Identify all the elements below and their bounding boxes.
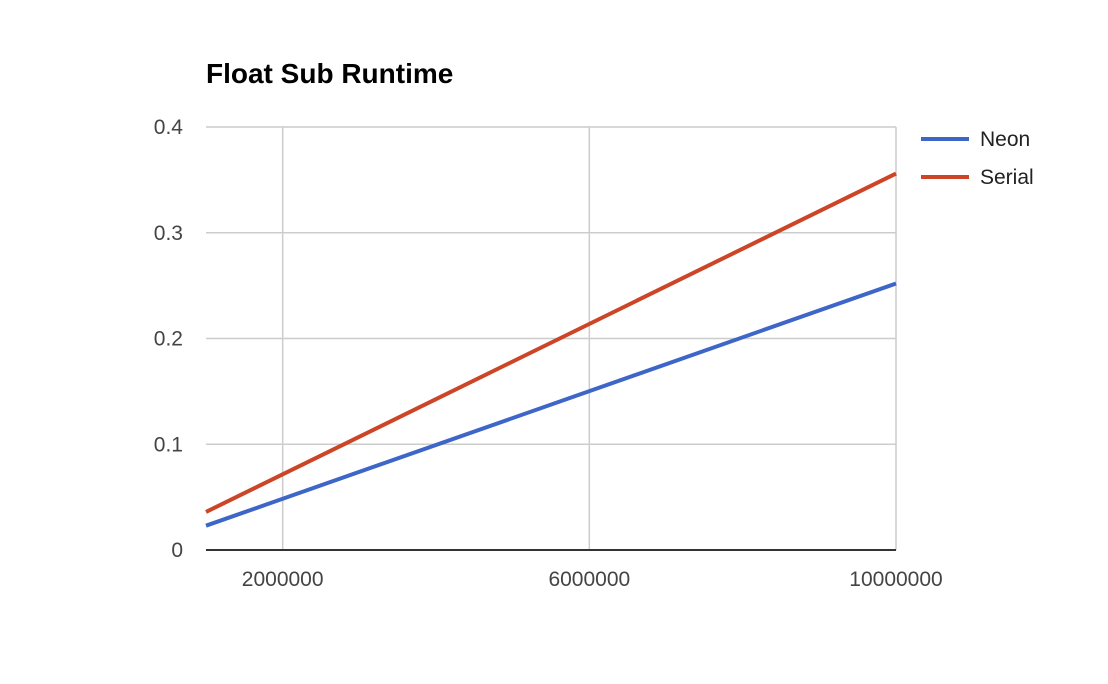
y-tick-label: 0.1 <box>154 433 183 456</box>
x-tick-label: 6000000 <box>548 568 630 591</box>
legend-label-serial: Serial <box>980 166 1034 189</box>
chart-title: Float Sub Runtime <box>206 58 453 89</box>
series-lines <box>205 171 897 528</box>
legend: Neon Serial <box>921 128 1034 189</box>
y-tick-label: 0 <box>171 539 183 562</box>
x-tick-label: 2000000 <box>242 568 324 591</box>
y-tick-label: 0.3 <box>154 222 183 245</box>
axes: 0 0.1 0.2 0.3 0.4 2000000 6000000 10000000 <box>154 116 943 591</box>
y-tick-label: 0.4 <box>154 116 184 139</box>
y-tick-label: 0.2 <box>154 328 183 351</box>
series-line-neon <box>205 281 897 528</box>
x-tick-label: 10000000 <box>849 568 942 591</box>
gridlines <box>206 126 897 550</box>
series-line-serial <box>205 171 897 514</box>
legend-label-neon: Neon <box>980 128 1030 151</box>
